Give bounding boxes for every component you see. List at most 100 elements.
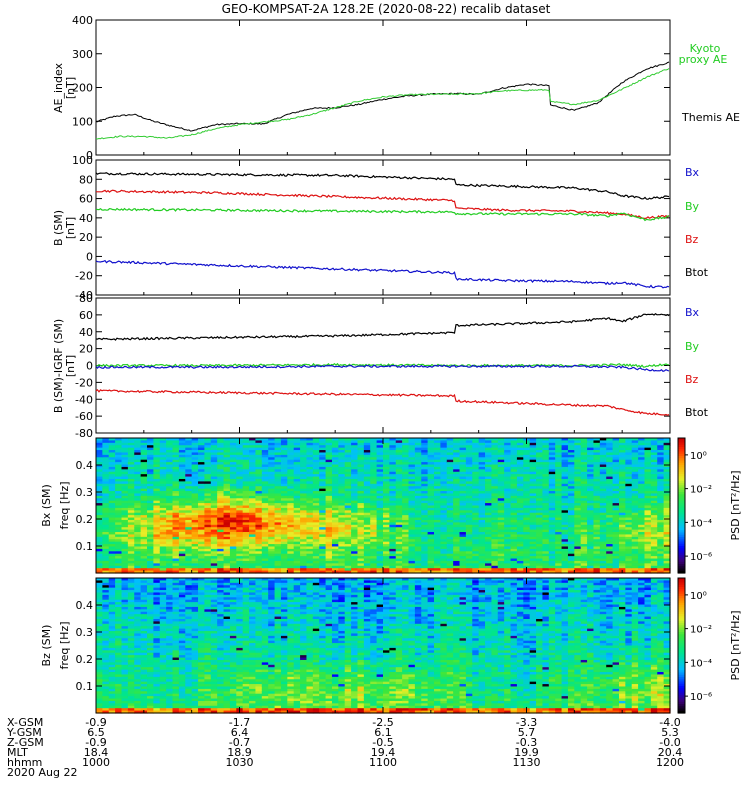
bx-spectrogram-cell [121,493,129,497]
bx-spectrogram-cell [300,469,308,473]
bx-spectrogram-cell [134,464,142,468]
bx-spectrogram-cell [383,541,390,545]
bx-spectrogram-cell [236,459,244,463]
bx-spectrogram-cell [249,529,257,533]
bx-spectrogram-cell [178,466,186,470]
bx-spectrogram-cell [153,483,161,487]
bx-spectrogram-cell [370,551,378,555]
bx-spectrogram-cell [536,464,544,468]
bx-spectrogram-cell [274,536,282,540]
bx-spectrogram-cell [127,469,135,473]
bx-spectrogram-cell [402,466,410,470]
bx-spectrogram-cell [108,476,116,480]
bx-spectrogram-cell [561,445,569,449]
bx-spectrogram-cell [510,486,518,490]
bx-spectrogram-cell [185,570,193,574]
bx-spectrogram-cell [376,512,384,516]
bx-spectrogram-cell [478,544,486,548]
bx-spectrogram-cell [402,551,410,555]
bx-spectrogram-cell [140,510,148,514]
bx-spectrogram-cell [357,522,365,526]
bx-spectrogram-cell [587,498,595,502]
bx-spectrogram-cell [453,486,461,490]
bx-spectrogram-cell [191,438,199,442]
bx-spectrogram-cell [172,546,180,550]
bx-spectrogram-cell [96,503,103,507]
bx-spectrogram-cell [229,447,237,451]
bx-spectrogram-cell [542,527,550,531]
bx-spectrogram-cell [261,452,269,456]
bx-spectrogram-cell [223,512,231,516]
bx-spectrogram-cell [478,527,486,531]
bx-spectrogram-cell [446,462,454,466]
bx-spectrogram-cell [127,517,135,521]
bx-spectrogram-cell [185,481,193,485]
bx-spectrogram-cell [338,548,346,552]
bx-spectrogram-cell [370,515,378,519]
bx-spectrogram-cell [268,471,276,475]
bx-spectrogram-cell [261,500,269,504]
bx-spectrogram-cell [153,500,161,504]
bx-spectrogram-cell [312,488,320,492]
bx-spectrogram-cell [599,466,607,470]
bx-spectrogram-cell [414,483,422,487]
bx-spectrogram-cell [102,539,110,543]
bx-spectrogram-cell [153,541,161,545]
bx-spectrogram-cell [478,474,486,478]
bx-spectrogram-cell [261,491,269,495]
bx-spectrogram-cell [599,488,607,492]
bx-spectrogram-cell [217,466,225,470]
bx-spectrogram-cell [236,474,244,478]
bx-spectrogram-cell [166,440,174,444]
bx-spectrogram-cell [210,440,218,444]
bx-spectrogram-cell [121,527,129,531]
bx-spectrogram-cell [478,457,486,461]
bx-spectrogram-cell [497,560,505,564]
bx-spectrogram-cell [185,486,193,490]
bx-spectrogram-cell [185,483,193,487]
bx-spectrogram-cell [287,556,295,560]
bx-spectrogram-cell [612,495,620,499]
bx-spectrogram-cell [306,493,314,497]
bx-spectrogram-cell [127,510,135,514]
bx-spectrogram-cell [147,560,154,564]
bx-spectrogram-cell [465,570,473,574]
bx-spectrogram-cell [172,532,180,536]
bx-spectrogram-cell [325,483,333,487]
bx-spectrogram-cell [127,481,135,485]
bx-spectrogram-cell [599,493,607,497]
bx-spectrogram-cell [217,536,225,540]
bx-spectrogram-cell [127,483,135,487]
bx-spectrogram-cell [593,491,601,495]
bx-spectrogram-cell [191,442,199,446]
bx-spectrogram-cell [140,556,148,560]
bx-spectrogram-cell [217,539,225,543]
bx-spectrogram-cell [421,556,429,560]
bx-spectrogram-cell [427,498,435,502]
bx-spectrogram-cell [427,548,435,552]
bx-spectrogram-cell [178,551,186,555]
bx-spectrogram-cell [249,568,257,572]
bx-spectrogram-cell [338,541,346,545]
bx-spectrogram-cell [357,442,365,446]
bx-spectrogram-cell [446,539,454,543]
bx-spectrogram-cell [159,544,167,548]
bx-spectrogram-cell [210,546,218,550]
bx-spectrogram-cell [536,568,544,572]
bx-spectrogram-cell [159,507,167,511]
bx-spectrogram-cell [440,462,448,466]
bx-spectrogram-cell [185,459,193,463]
bx-spectrogram-cell [414,464,422,468]
bx-spectrogram-cell [612,491,620,495]
bx-spectrogram-cell [491,527,499,531]
bx-spectrogram-cell [229,459,237,463]
bx-spectrogram-cell [402,491,410,495]
bx-spectrogram-cell [555,481,563,485]
bx-spectrogram-cell [599,445,607,449]
bx-spectrogram-cell [185,519,193,523]
bx-spectrogram-cell [312,498,320,502]
bx-spectrogram-cell [344,438,352,442]
bx-spectrogram-cell [555,551,563,555]
bx-spectrogram-cell [421,522,429,526]
bx-spectrogram-cell [178,442,186,446]
